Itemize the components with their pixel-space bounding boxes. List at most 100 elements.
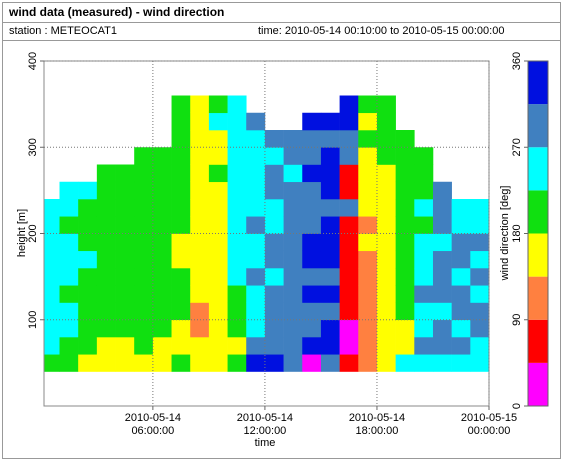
- cell: [59, 181, 79, 200]
- cell: [414, 147, 434, 165]
- x-tick-label: 2010-05-14 06:00:00: [124, 412, 181, 437]
- cell: [395, 130, 415, 148]
- cell: [358, 285, 378, 303]
- cell: [302, 233, 322, 252]
- cell: [44, 319, 60, 338]
- cell: [376, 268, 396, 286]
- cell: [432, 337, 452, 355]
- cell: [339, 112, 359, 131]
- cell: [339, 233, 359, 252]
- cell: [171, 95, 191, 114]
- cell: [134, 164, 154, 183]
- colorbar-tick-label: 270: [511, 138, 523, 156]
- cell: [208, 319, 228, 338]
- cell: [283, 319, 303, 338]
- cell: [302, 250, 322, 269]
- cell: [470, 337, 489, 355]
- cell: [470, 285, 489, 303]
- cell: [44, 268, 60, 286]
- cell: [208, 130, 228, 148]
- cell: [358, 302, 378, 321]
- y-tick-label: 200: [27, 224, 39, 242]
- cell: [432, 319, 452, 338]
- cell: [190, 319, 210, 338]
- colorbar-tick-label: 90: [511, 314, 523, 326]
- cell: [470, 319, 489, 338]
- cell: [358, 216, 378, 234]
- cell: [302, 337, 322, 355]
- cell: [414, 199, 434, 217]
- cell: [264, 147, 284, 165]
- cell: [264, 337, 284, 355]
- cell: [376, 216, 396, 234]
- y-axis-label: height [m]: [16, 209, 28, 257]
- cell: [320, 250, 340, 269]
- cell: [376, 354, 396, 372]
- cell: [470, 250, 489, 269]
- cell: [190, 181, 210, 200]
- cell: [190, 285, 210, 303]
- x-tick-label: 2010-05-14 18:00:00: [348, 412, 406, 437]
- cell: [264, 302, 284, 321]
- cell: [302, 112, 322, 131]
- cell: [78, 319, 98, 338]
- cell: [358, 130, 378, 148]
- cell: [190, 95, 210, 114]
- cell: [171, 233, 191, 252]
- cell: [78, 199, 98, 217]
- cell: [134, 302, 154, 321]
- colorbar-segment: [528, 276, 548, 320]
- cell: [171, 250, 191, 269]
- cell: [246, 250, 266, 269]
- cell: [115, 268, 135, 286]
- y-tick-label: 300: [27, 138, 39, 156]
- cell: [78, 181, 98, 200]
- cell: [208, 216, 228, 234]
- cell: [152, 268, 172, 286]
- cell: [302, 319, 322, 338]
- cell: [96, 233, 116, 252]
- cell: [44, 337, 60, 355]
- cell: [208, 233, 228, 252]
- cell: [339, 181, 359, 200]
- cell: [376, 130, 396, 148]
- cell: [414, 337, 434, 355]
- cell: [44, 216, 60, 234]
- cell: [208, 354, 228, 372]
- cell: [59, 216, 79, 234]
- cell: [208, 199, 228, 217]
- cell: [339, 319, 359, 338]
- cell: [190, 130, 210, 148]
- cell: [246, 302, 266, 321]
- cell: [227, 95, 247, 114]
- cell: [339, 302, 359, 321]
- cell: [414, 285, 434, 303]
- cell: [171, 164, 191, 183]
- cell: [376, 164, 396, 183]
- cell: [115, 354, 135, 372]
- cell: [96, 302, 116, 321]
- cell: [44, 250, 60, 269]
- cell: [451, 199, 471, 217]
- cell: [115, 302, 135, 321]
- cell: [171, 268, 191, 286]
- cell: [208, 302, 228, 321]
- colorbar-tick-label: 0: [511, 403, 523, 409]
- cell: [283, 250, 303, 269]
- cell: [152, 354, 172, 372]
- cell: [395, 181, 415, 200]
- cell: [395, 216, 415, 234]
- cell: [283, 268, 303, 286]
- cell: [414, 164, 434, 183]
- cell: [246, 199, 266, 217]
- cell: [432, 250, 452, 269]
- cell: [115, 233, 135, 252]
- cell: [376, 147, 396, 165]
- colorbar-segment: [528, 61, 548, 105]
- cell: [451, 354, 471, 372]
- cell: [115, 216, 135, 234]
- cell: [302, 199, 322, 217]
- cell: [171, 181, 191, 200]
- cell: [376, 285, 396, 303]
- colorbar-tick-label: 360: [511, 52, 523, 70]
